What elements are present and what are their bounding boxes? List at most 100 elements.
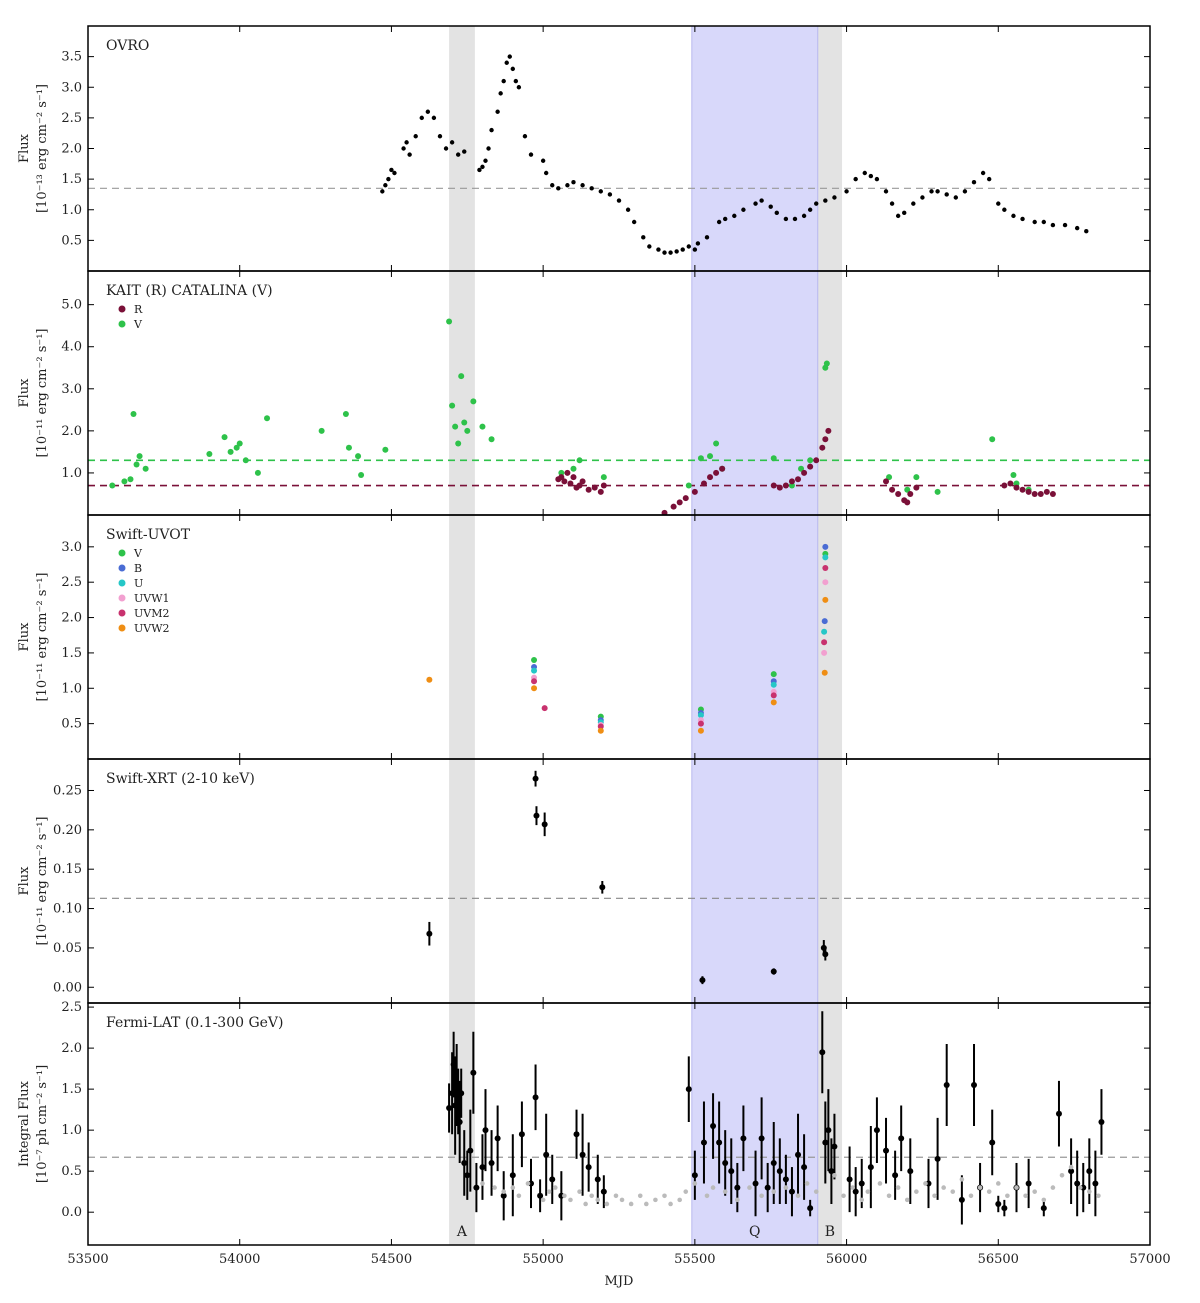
data-point	[788, 1188, 795, 1195]
data-point	[771, 1189, 777, 1194]
data-point	[507, 54, 512, 59]
data-point	[865, 1189, 871, 1194]
data-point	[873, 1127, 880, 1134]
data-point	[383, 183, 388, 188]
data-point	[822, 579, 829, 586]
data-point	[531, 656, 538, 663]
data-point	[464, 427, 471, 434]
data-point	[573, 1131, 580, 1138]
data-point	[619, 1197, 625, 1203]
y-tick-label: 2.0	[61, 611, 82, 626]
data-point	[923, 1181, 928, 1186]
data-point	[541, 821, 548, 828]
data-point	[142, 465, 149, 472]
data-point	[531, 678, 538, 685]
data-point	[707, 474, 714, 481]
data-point	[943, 1082, 950, 1089]
y-tick-label: 0.10	[53, 902, 82, 917]
data-point	[500, 1192, 507, 1199]
data-point	[549, 1176, 556, 1183]
data-point	[704, 1193, 710, 1199]
data-point	[1005, 1193, 1010, 1199]
data-point	[1050, 222, 1056, 228]
data-point	[868, 173, 874, 179]
data-point	[732, 213, 737, 219]
data-point	[962, 189, 968, 194]
data-point	[832, 195, 837, 200]
data-point	[531, 667, 538, 674]
data-point	[889, 201, 895, 206]
data-point	[904, 1197, 910, 1203]
data-point	[616, 198, 622, 203]
data-point	[661, 509, 668, 515]
panel-plot-area	[88, 54, 1150, 255]
data-point	[770, 968, 777, 975]
data-point	[821, 649, 828, 656]
data-point	[770, 455, 777, 462]
data-point	[895, 490, 902, 497]
data-point	[680, 247, 685, 252]
y-axis-label: Flux	[17, 378, 32, 408]
data-point	[697, 720, 704, 727]
data-point	[699, 977, 706, 984]
data-point	[613, 1193, 619, 1199]
data-point	[1023, 1193, 1028, 1199]
data-point	[828, 1168, 835, 1175]
data-point	[254, 469, 261, 476]
data-point	[996, 201, 1001, 206]
data-point	[482, 1127, 489, 1134]
data-point	[902, 210, 907, 216]
data-point	[782, 1176, 789, 1183]
data-point	[764, 1184, 771, 1191]
legend-label: V	[133, 318, 143, 331]
data-point	[318, 427, 325, 434]
series-upper-limits	[480, 1164, 1101, 1207]
data-point	[498, 91, 503, 96]
data-point	[716, 219, 722, 225]
data-point	[686, 244, 691, 249]
data-point	[822, 951, 829, 958]
panel-plot-area	[426, 543, 829, 734]
y-tick-label: 2.5	[61, 1000, 82, 1015]
panel-title: Swift-UVOT	[106, 527, 191, 543]
data-point	[932, 1193, 937, 1199]
data-point	[109, 482, 116, 489]
data-point	[625, 207, 631, 212]
data-point	[700, 480, 707, 487]
data-point	[895, 213, 901, 219]
panel-2: 1.0 2.0 3.0 4.0 5.0 KAIT (R) CATALINA (V) Flux…	[17, 270, 1151, 516]
data-point	[752, 1180, 759, 1187]
data-point	[641, 235, 646, 240]
data-point	[133, 461, 140, 468]
series-0	[380, 54, 1089, 255]
data-point	[807, 457, 814, 464]
data-point	[456, 1118, 463, 1125]
data-point	[719, 465, 726, 472]
data-point	[449, 402, 456, 409]
data-point	[236, 440, 243, 447]
data-point	[647, 244, 652, 249]
data-point	[1055, 1110, 1062, 1117]
data-point	[801, 213, 807, 219]
data-point	[692, 247, 698, 252]
data-point	[710, 1123, 717, 1130]
data-point	[1025, 1180, 1032, 1187]
data-point	[382, 446, 389, 453]
data-point	[1074, 1180, 1081, 1187]
data-point	[823, 360, 830, 367]
y-tick-label: 3.0	[61, 80, 82, 95]
series-uvm2	[531, 565, 829, 730]
data-point	[546, 1189, 552, 1194]
data-point	[600, 482, 607, 489]
data-point	[662, 250, 667, 255]
data-point	[904, 499, 911, 506]
data-point	[1062, 222, 1068, 228]
data-point	[461, 419, 468, 426]
data-point	[543, 1151, 550, 1158]
panel-3: 0.5 1.0 1.5 2.0 2.5 3.0 Swift-UVOT Flux [10⁻¹¹ e…	[17, 514, 1151, 760]
data-point	[859, 1197, 865, 1203]
data-point	[1031, 490, 1038, 497]
data-point	[846, 1176, 853, 1183]
data-point	[501, 1189, 506, 1194]
data-point	[904, 486, 911, 493]
